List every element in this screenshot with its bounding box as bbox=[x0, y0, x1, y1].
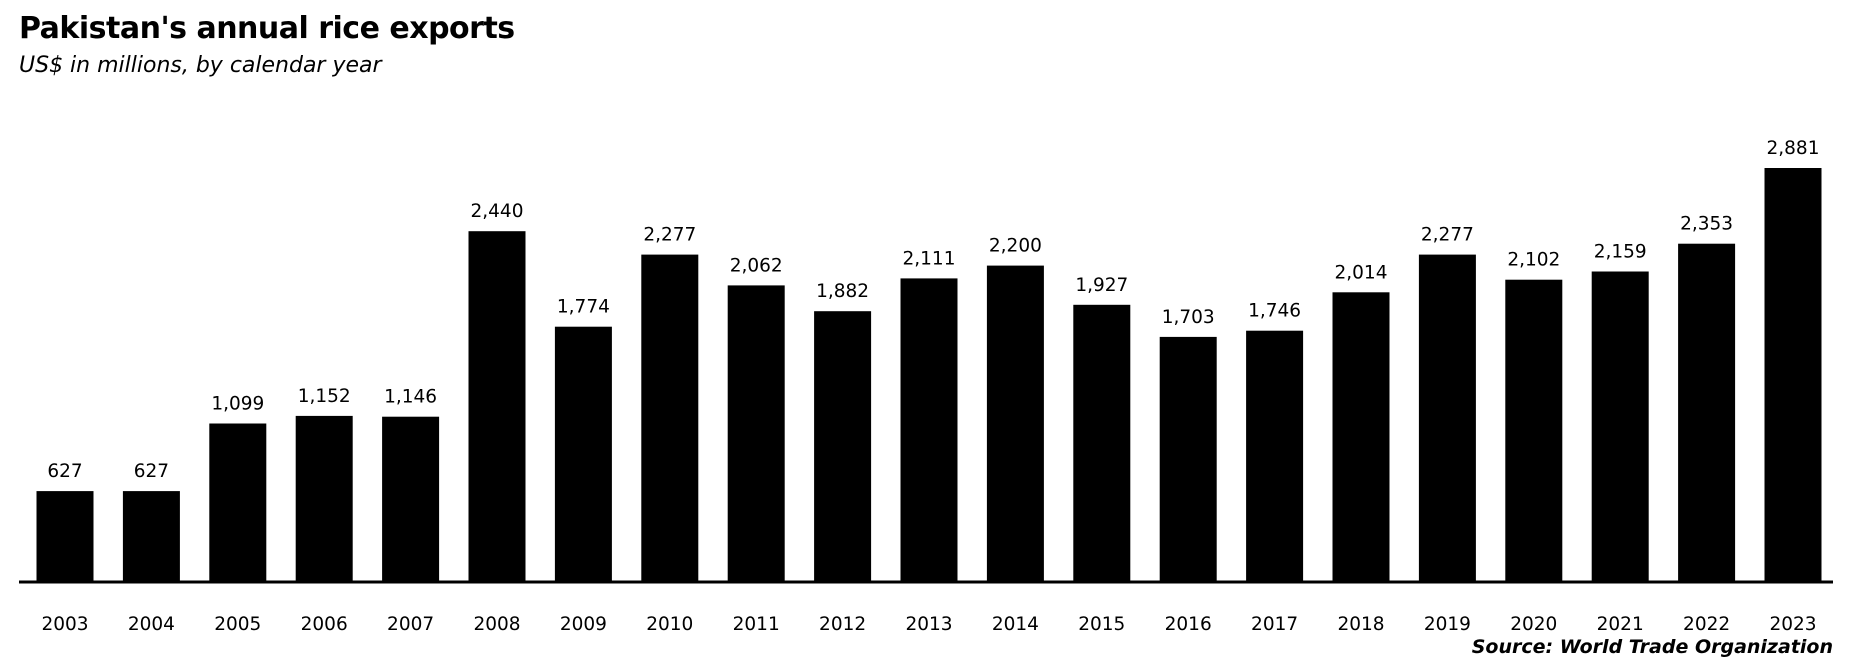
value-label-2018: 2,014 bbox=[1335, 262, 1388, 283]
x-tick-label-2019: 2019 bbox=[1424, 614, 1471, 635]
value-label-2022: 2,353 bbox=[1680, 214, 1733, 235]
x-tick-label-2004: 2004 bbox=[128, 614, 175, 635]
x-tick-labels-group: 2003 2004 2005 2006 2007 2008 2009 2010 2011 2012… bbox=[41, 614, 1816, 635]
x-tick-label-2005: 2005 bbox=[214, 614, 261, 635]
bar-2004 bbox=[122, 491, 180, 581]
bar-2019 bbox=[1418, 254, 1476, 581]
x-tick-label-2010: 2010 bbox=[646, 614, 693, 635]
value-label-2007: 1,146 bbox=[384, 387, 437, 408]
x-tick-label-2016: 2016 bbox=[1165, 614, 1212, 635]
x-tick-label-2014: 2014 bbox=[992, 614, 1039, 635]
bar-2022 bbox=[1678, 243, 1736, 581]
value-labels-group: 627 627 1,099 1,152 1,146 2,440 1,774 2,277 2,06… bbox=[47, 138, 1819, 482]
bar-2003 bbox=[36, 491, 94, 581]
value-label-2019: 2,277 bbox=[1421, 225, 1474, 246]
value-label-2012: 1,882 bbox=[816, 281, 869, 302]
value-label-2023: 2,881 bbox=[1767, 138, 1820, 159]
x-tick-label-2003: 2003 bbox=[41, 614, 88, 635]
x-tick-label-2022: 2022 bbox=[1683, 614, 1730, 635]
bar-2018 bbox=[1332, 292, 1390, 581]
bar-2009 bbox=[554, 326, 612, 581]
bar-2021 bbox=[1591, 271, 1649, 581]
bar-2007 bbox=[382, 416, 440, 581]
bar-2012 bbox=[814, 311, 872, 581]
bar-2013 bbox=[900, 278, 958, 581]
bar-2005 bbox=[209, 423, 267, 581]
bar-2006 bbox=[295, 415, 353, 581]
x-tick-label-2013: 2013 bbox=[905, 614, 952, 635]
value-label-2003: 627 bbox=[47, 461, 82, 482]
bar-2016 bbox=[1159, 336, 1217, 581]
bar-2017 bbox=[1246, 330, 1304, 581]
x-tick-label-2020: 2020 bbox=[1510, 614, 1557, 635]
value-label-2021: 2,159 bbox=[1594, 242, 1647, 263]
bar-2010 bbox=[641, 254, 699, 581]
x-tick-label-2007: 2007 bbox=[387, 614, 434, 635]
chart-subtitle: US$ in millions, by calendar year bbox=[19, 53, 382, 78]
x-tick-label-2015: 2015 bbox=[1078, 614, 1125, 635]
bar-2023 bbox=[1764, 168, 1822, 581]
x-tick-label-2006: 2006 bbox=[301, 614, 348, 635]
bar-2014 bbox=[986, 265, 1044, 581]
source-note: Source: World Trade Organization bbox=[1471, 636, 1833, 658]
value-label-2005: 1,099 bbox=[211, 394, 264, 415]
x-tick-label-2023: 2023 bbox=[1769, 614, 1816, 635]
value-label-2009: 1,774 bbox=[557, 297, 610, 318]
value-label-2010: 2,277 bbox=[643, 225, 696, 246]
bar-2011 bbox=[727, 285, 785, 581]
bars-group bbox=[36, 168, 1822, 581]
bar-2020 bbox=[1505, 279, 1563, 581]
value-label-2014: 2,200 bbox=[989, 236, 1042, 257]
x-tick-label-2009: 2009 bbox=[560, 614, 607, 635]
value-label-2008: 2,440 bbox=[471, 201, 524, 222]
value-label-2011: 2,062 bbox=[730, 255, 783, 276]
value-label-2016: 1,703 bbox=[1162, 307, 1215, 328]
x-tick-label-2008: 2008 bbox=[473, 614, 520, 635]
chart-title: Pakistan's annual rice exports bbox=[19, 11, 515, 46]
x-tick-label-2012: 2012 bbox=[819, 614, 866, 635]
value-label-2020: 2,102 bbox=[1507, 250, 1560, 271]
value-label-2006: 1,152 bbox=[298, 386, 351, 407]
x-tick-label-2021: 2021 bbox=[1597, 614, 1644, 635]
value-label-2017: 1,746 bbox=[1248, 301, 1301, 322]
x-tick-label-2018: 2018 bbox=[1337, 614, 1384, 635]
value-label-2015: 1,927 bbox=[1075, 275, 1128, 296]
x-tick-label-2011: 2011 bbox=[733, 614, 780, 635]
x-tick-label-2017: 2017 bbox=[1251, 614, 1298, 635]
bar-2008 bbox=[468, 231, 526, 581]
value-label-2004: 627 bbox=[134, 461, 169, 482]
value-label-2013: 2,111 bbox=[903, 248, 956, 269]
bar-2015 bbox=[1073, 304, 1131, 581]
